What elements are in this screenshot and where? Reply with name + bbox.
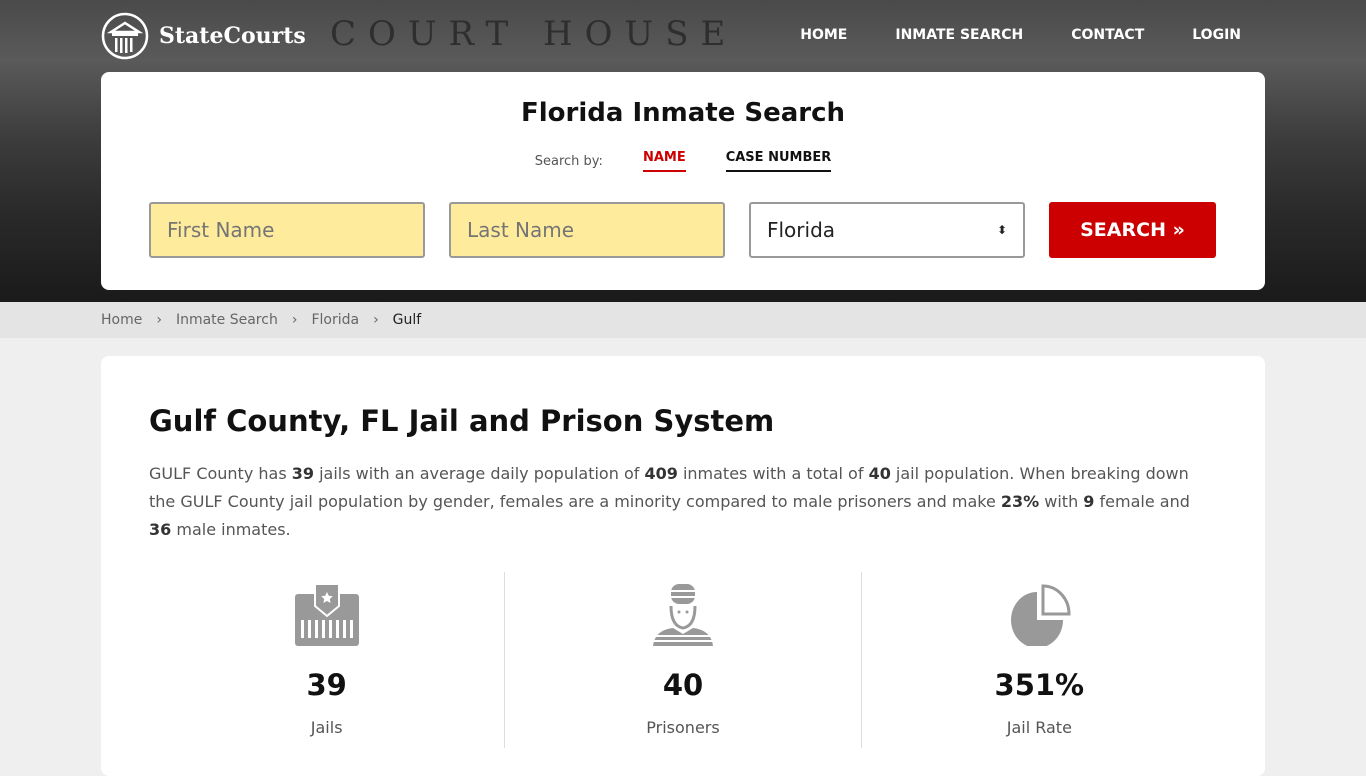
courthouse-logo-icon (101, 12, 149, 60)
select-arrows-icon: ⬍ (996, 223, 1007, 237)
jail-rate-label: Jail Rate (1006, 718, 1072, 737)
page-title: Gulf County, FL Jail and Prison System (149, 404, 775, 438)
search-title: Florida Inmate Search (520, 98, 846, 128)
stat-jails: 39 Jails (149, 572, 504, 748)
last-name-input[interactable] (449, 202, 725, 258)
summary-paragraph: GULF County has 39 jails with an average… (149, 464, 1190, 539)
search-by-label: Search by: (534, 153, 603, 169)
main-nav: HOME INMATE SEARCH CONTACT LOGIN (800, 27, 1241, 43)
hero-background-text: COURT HOUSE (330, 14, 738, 54)
search-button-label: SEARCH (1080, 219, 1166, 241)
chevron-right-icon: › (291, 312, 298, 328)
prisoners-value: 40 (662, 668, 704, 702)
prisoners-label: Prisoners (646, 718, 720, 737)
first-name-input[interactable] (149, 202, 425, 258)
logo[interactable]: StateCourts (101, 12, 306, 60)
breadcrumb-inmate-search[interactable]: Inmate Search (175, 312, 278, 328)
prisoner-icon (652, 584, 713, 646)
chevron-right-icon: › (156, 312, 162, 328)
breadcrumb: Home › Inmate Search › Florida › Gulf (0, 302, 1366, 338)
hero-banner: COURT HOUSE StateCourts HOME INMATE SEAR… (0, 0, 1366, 302)
content-card: Gulf County, FL Jail and Prison System G… (101, 356, 1265, 776)
nav-home[interactable]: HOME (800, 27, 848, 43)
breadcrumb-florida[interactable]: Florida (311, 312, 360, 328)
breadcrumb-current: Gulf (392, 312, 422, 328)
chevrons-right-icon: » (1172, 219, 1185, 241)
nav-login[interactable]: LOGIN (1192, 27, 1241, 43)
search-card: Florida Inmate Search Search by: NAME CA… (101, 72, 1265, 290)
breadcrumb-home[interactable]: Home (101, 312, 143, 328)
stat-prisoners: 40 Prisoners (504, 572, 860, 748)
brand-name: StateCourts (159, 23, 306, 49)
chevron-right-icon: › (373, 312, 379, 328)
nav-contact[interactable]: CONTACT (1071, 27, 1145, 43)
jail-icon (294, 583, 359, 646)
jails-value: 39 (306, 668, 347, 702)
pie-chart-icon (1011, 584, 1071, 648)
tab-name[interactable]: NAME (642, 150, 686, 172)
stat-jail-rate: 351% Jail Rate (860, 572, 1217, 748)
search-button[interactable]: SEARCH » (1049, 202, 1216, 258)
jails-label: Jails (310, 718, 343, 737)
tab-case-number[interactable]: CASE NUMBER (725, 150, 832, 172)
jail-rate-value: 351% (994, 668, 1085, 702)
nav-inmate-search[interactable]: INMATE SEARCH (895, 27, 1024, 43)
state-select-value: Florida (767, 218, 836, 242)
state-select[interactable]: Florida ⬍ (749, 202, 1025, 258)
